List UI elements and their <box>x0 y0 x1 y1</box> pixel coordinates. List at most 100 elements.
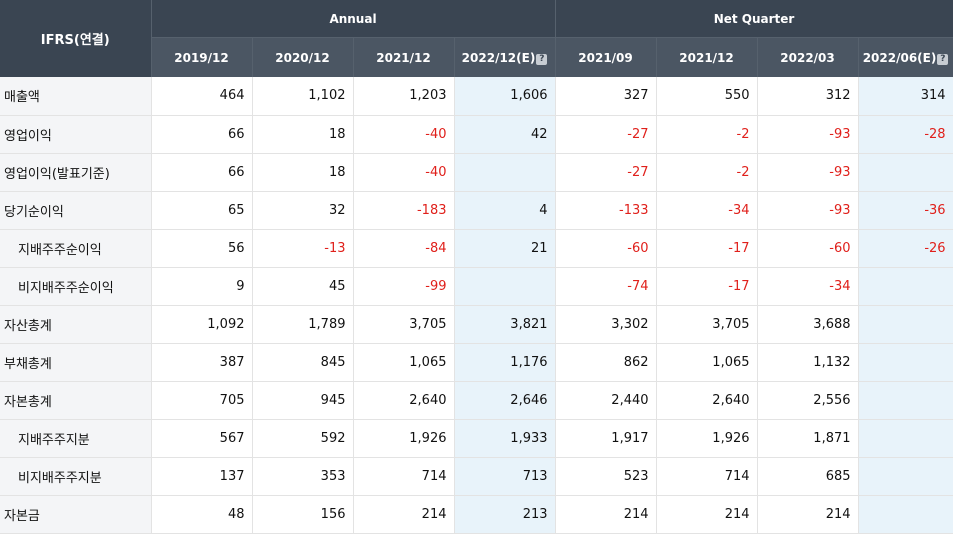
table-cell: -133 <box>555 191 657 230</box>
table-cell: -34 <box>656 191 758 230</box>
table-row: 자산총계 1,092 1,789 3,705 3,821 3,302 3,705 3,688 <box>0 305 953 344</box>
table-cell: 862 <box>555 343 657 382</box>
table-cell: 3,705 <box>353 305 455 344</box>
table-cell: -36 <box>858 191 953 230</box>
table-cell: -93 <box>757 153 859 192</box>
net-quarter-header: Net Quarter <box>555 0 953 38</box>
table-cell: 1,065 <box>353 343 455 382</box>
ifrs-header: IFRS(연결) <box>0 0 152 77</box>
table-cell: 327 <box>555 77 657 116</box>
table-cell: 214 <box>757 495 859 534</box>
table-cell: -60 <box>555 229 657 268</box>
table-cell: -26 <box>858 229 953 268</box>
table-row: 매출액 464 1,102 1,203 1,606 327 550 312 314 <box>0 77 953 116</box>
table-row: 자본금 48 156 214 213 214 214 214 <box>0 495 953 534</box>
table-cell: 3,302 <box>555 305 657 344</box>
table-cell: -2 <box>656 153 758 192</box>
table-cell: -17 <box>656 229 758 268</box>
table-cell: 713 <box>454 457 556 496</box>
column-header: 2021/09 <box>555 37 657 77</box>
table-cell: 1,176 <box>454 343 556 382</box>
table-cell: 464 <box>151 77 253 116</box>
table-cell: 9 <box>151 267 253 306</box>
table-cell: 1,917 <box>555 419 657 458</box>
column-header-label: 2022/03 <box>780 50 835 65</box>
row-label: 자본금 <box>0 495 152 534</box>
table-cell <box>858 457 953 496</box>
table-cell: -17 <box>656 267 758 306</box>
table-cell: 1,132 <box>757 343 859 382</box>
table-cell: 214 <box>656 495 758 534</box>
column-header: 2020/12 <box>252 37 354 77</box>
table-cell: 312 <box>757 77 859 116</box>
table-cell: -2 <box>656 115 758 154</box>
table-cell: -93 <box>757 191 859 230</box>
table-cell: 2,640 <box>656 381 758 420</box>
row-label: 지배주주순이익 <box>0 229 152 268</box>
annual-header: Annual <box>151 0 556 38</box>
column-header: 2021/12 <box>656 37 758 77</box>
table-cell: 4 <box>454 191 556 230</box>
row-label: 부채총계 <box>0 343 152 382</box>
table-cell: 65 <box>151 191 253 230</box>
table-cell: 56 <box>151 229 253 268</box>
row-label: 영업이익 <box>0 115 152 154</box>
table-cell: 314 <box>858 77 953 116</box>
table-cell: -28 <box>858 115 953 154</box>
table-cell: -27 <box>555 153 657 192</box>
help-icon[interactable]: ? <box>937 53 949 65</box>
table-cell: 2,640 <box>353 381 455 420</box>
table-cell: 845 <box>252 343 354 382</box>
table-cell: 48 <box>151 495 253 534</box>
table-cell: 42 <box>454 115 556 154</box>
column-header: 2019/12 <box>151 37 253 77</box>
column-header-label: 2019/12 <box>174 50 229 65</box>
column-header-label: 2021/09 <box>578 50 633 65</box>
table-cell: -84 <box>353 229 455 268</box>
table-cell: 567 <box>151 419 253 458</box>
help-icon[interactable]: ? <box>536 53 548 65</box>
table-cell: 714 <box>656 457 758 496</box>
table-cell <box>858 305 953 344</box>
table-cell: 1,926 <box>353 419 455 458</box>
row-label: 비지배주주지분 <box>0 457 152 496</box>
table-cell: 353 <box>252 457 354 496</box>
column-header-label: 2022/12(E) <box>461 50 536 65</box>
table-cell: 945 <box>252 381 354 420</box>
table-cell: 156 <box>252 495 354 534</box>
table-cell: -34 <box>757 267 859 306</box>
table-cell: 18 <box>252 153 354 192</box>
row-label: 자산총계 <box>0 305 152 344</box>
row-label: 매출액 <box>0 77 152 116</box>
table-row: 부채총계 387 845 1,065 1,176 862 1,065 1,132 <box>0 343 953 382</box>
column-header-label: 2021/12 <box>679 50 734 65</box>
table-cell: 1,065 <box>656 343 758 382</box>
table-cell: 3,688 <box>757 305 859 344</box>
table-cell: 1,102 <box>252 77 354 116</box>
column-header: 2022/12(E)? <box>454 37 556 77</box>
row-label: 자본총계 <box>0 381 152 420</box>
column-header: 2021/12 <box>353 37 455 77</box>
table-row: 당기순이익 65 32 -183 4 -133 -34 -93 -36 <box>0 191 953 230</box>
table-cell <box>454 267 556 306</box>
table-cell: 66 <box>151 115 253 154</box>
table-cell <box>858 343 953 382</box>
table-cell: 1,203 <box>353 77 455 116</box>
column-header: 2022/06(E)? <box>858 37 953 77</box>
row-label: 당기순이익 <box>0 191 152 230</box>
table-cell: 387 <box>151 343 253 382</box>
table-cell: -99 <box>353 267 455 306</box>
table-cell: 3,705 <box>656 305 758 344</box>
table-cell: 1,926 <box>656 419 758 458</box>
table-cell: 714 <box>353 457 455 496</box>
table-cell <box>858 267 953 306</box>
table-cell: 18 <box>252 115 354 154</box>
table-cell: 21 <box>454 229 556 268</box>
table-cell: 1,092 <box>151 305 253 344</box>
table-cell: 2,646 <box>454 381 556 420</box>
table-cell: 2,556 <box>757 381 859 420</box>
table-cell: 705 <box>151 381 253 420</box>
table-cell: -93 <box>757 115 859 154</box>
column-header-label: 2020/12 <box>275 50 330 65</box>
